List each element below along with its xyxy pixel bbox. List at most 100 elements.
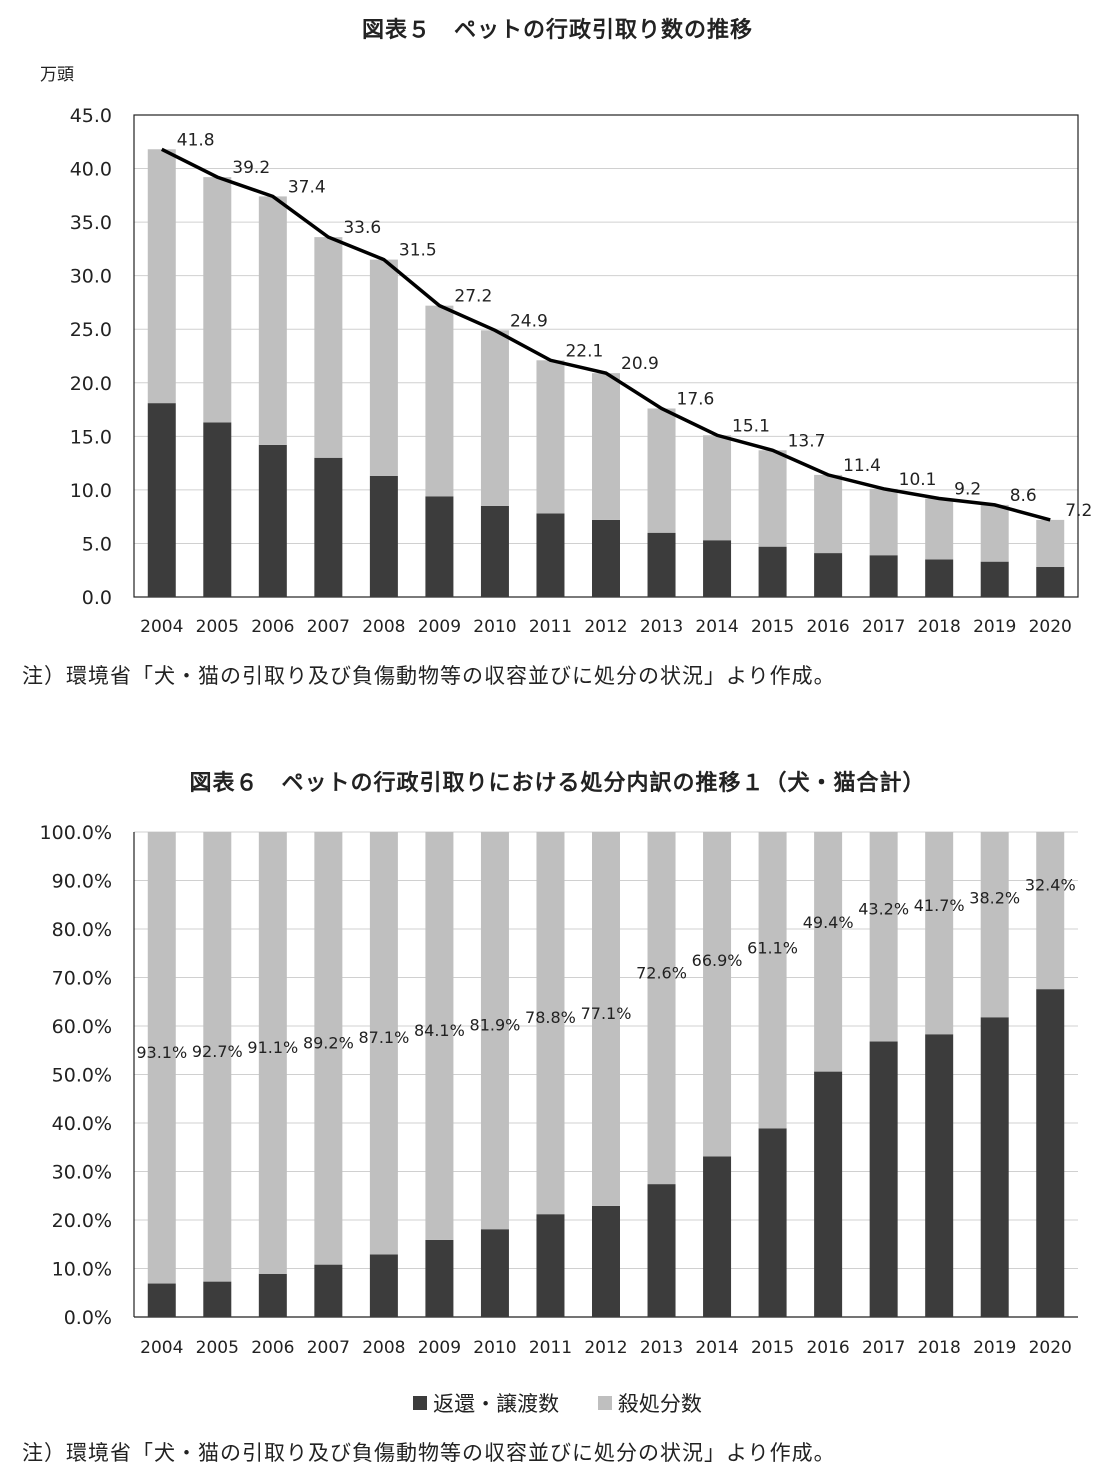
bar-segment bbox=[425, 1239, 454, 1317]
bar-segment bbox=[925, 832, 954, 1035]
data-label: 41.7% bbox=[914, 896, 965, 915]
y-tick-label: 15.0 bbox=[70, 426, 112, 448]
y-tick-label: 45.0 bbox=[70, 105, 112, 127]
bar-segment bbox=[1036, 519, 1065, 568]
data-label: 38.2% bbox=[969, 888, 1020, 907]
data-label: 27.2 bbox=[454, 287, 492, 307]
data-label: 37.4 bbox=[288, 177, 326, 197]
bar-segment bbox=[480, 832, 509, 1230]
y-tick-label: 20.0% bbox=[52, 1210, 112, 1232]
bar-segment bbox=[314, 457, 343, 597]
legend-item-return: 返還・譲渡数 bbox=[413, 1388, 559, 1418]
bar-segment bbox=[703, 832, 732, 1157]
bar-segment bbox=[425, 496, 454, 597]
bar-segment bbox=[147, 1283, 176, 1317]
x-tick-label: 2016 bbox=[806, 617, 849, 637]
bar-segment bbox=[258, 444, 287, 597]
data-label: 11.4 bbox=[843, 456, 881, 476]
bar-segment bbox=[1036, 567, 1065, 597]
bar-segment bbox=[980, 504, 1009, 562]
bar-segment bbox=[592, 832, 620, 1206]
x-tick-label: 2020 bbox=[1029, 1338, 1072, 1358]
bar-segment bbox=[147, 149, 176, 404]
data-label: 84.1% bbox=[414, 1021, 465, 1040]
x-tick-label: 2019 bbox=[973, 617, 1016, 637]
x-tick-label: 2008 bbox=[362, 617, 405, 637]
x-tick-label: 2011 bbox=[529, 1338, 572, 1358]
y-tick-label: 30.0 bbox=[70, 266, 112, 288]
data-label: 92.7% bbox=[192, 1042, 243, 1061]
data-label: 33.6 bbox=[343, 218, 381, 238]
chart5-unit-label: 万頭 bbox=[40, 65, 74, 85]
y-tick-label: 40.0% bbox=[52, 1113, 112, 1135]
bar-segment bbox=[258, 1273, 287, 1317]
x-tick-label: 2008 bbox=[362, 1338, 405, 1358]
legend-label-return: 返還・譲渡数 bbox=[433, 1392, 560, 1416]
data-label: 49.4% bbox=[803, 913, 854, 932]
total-line bbox=[160, 147, 1051, 522]
x-tick-label: 2017 bbox=[862, 1338, 905, 1358]
bar-segment bbox=[758, 1128, 787, 1317]
x-tick-label: 2020 bbox=[1029, 617, 1072, 637]
data-label: 20.9 bbox=[621, 354, 659, 374]
x-tick-label: 2005 bbox=[196, 617, 239, 637]
x-tick-label: 2013 bbox=[640, 617, 683, 637]
x-tick-label: 2015 bbox=[751, 617, 794, 637]
bar-segment bbox=[814, 1071, 843, 1317]
y-tick-label: 90.0% bbox=[52, 871, 112, 893]
y-tick-label: 0.0 bbox=[82, 587, 112, 609]
y-tick-label: 60.0% bbox=[52, 1016, 112, 1038]
bar-segment bbox=[980, 561, 1009, 597]
bar-segment bbox=[592, 1205, 620, 1317]
y-tick-label: 70.0% bbox=[52, 968, 112, 990]
bar-segment bbox=[536, 360, 565, 514]
x-tick-label: 2018 bbox=[918, 617, 961, 637]
bar-segment bbox=[980, 1017, 1009, 1317]
x-tick-label: 2004 bbox=[140, 1338, 183, 1358]
y-tick-label: 100.0% bbox=[40, 822, 112, 844]
bar-segment bbox=[758, 450, 787, 547]
bar-segment bbox=[814, 474, 843, 554]
chart6-note: 注）環境省「犬・猫の引取り及び負傷動物等の収容並びに処分の状況」より作成。 bbox=[22, 1441, 836, 1465]
y-tick-label: 80.0% bbox=[52, 919, 112, 941]
legend-swatch-dark bbox=[413, 1396, 428, 1410]
data-label: 81.9% bbox=[470, 1016, 521, 1035]
y-tick-label: 40.0 bbox=[70, 159, 112, 181]
bar-segment bbox=[536, 832, 565, 1215]
bar-segment bbox=[203, 177, 232, 423]
data-label: 41.8 bbox=[177, 130, 215, 150]
bar-segment bbox=[258, 196, 287, 445]
bar-segment bbox=[925, 1034, 954, 1317]
data-label: 77.1% bbox=[581, 1004, 632, 1023]
bar-segment bbox=[869, 832, 898, 1042]
bar-segment bbox=[258, 832, 287, 1274]
y-tick-label: 25.0 bbox=[70, 319, 112, 341]
bar-segment bbox=[703, 435, 732, 541]
bar-segment bbox=[369, 475, 398, 597]
bar-segment bbox=[369, 259, 398, 476]
x-tick-label: 2004 bbox=[140, 617, 183, 637]
data-label: 10.1 bbox=[899, 470, 937, 490]
bar-segment bbox=[980, 832, 1009, 1018]
y-tick-label: 0.0% bbox=[64, 1307, 112, 1329]
x-tick-label: 2009 bbox=[418, 617, 461, 637]
bar-segment bbox=[425, 305, 454, 497]
bar-segment bbox=[1036, 832, 1065, 990]
bar-segment bbox=[425, 832, 454, 1240]
chart6-title: 図表６ ペットの行政引取りにおける処分内訳の推移１（犬・猫合計） bbox=[189, 771, 926, 796]
bar-segment bbox=[703, 540, 732, 597]
bar-segment bbox=[147, 403, 176, 597]
bar-segment bbox=[203, 1281, 232, 1317]
chart6-legend: 返還・譲渡数 殺処分数 bbox=[0, 1388, 1115, 1418]
x-tick-label: 2019 bbox=[973, 1338, 1016, 1358]
bar-segment bbox=[536, 513, 565, 597]
x-tick-label: 2013 bbox=[640, 1338, 683, 1358]
bar-segment bbox=[369, 832, 398, 1255]
x-tick-label: 2016 bbox=[806, 1338, 849, 1358]
bar-segment bbox=[203, 422, 232, 597]
data-label: 93.1% bbox=[136, 1043, 187, 1062]
bar-segment bbox=[592, 373, 620, 520]
bar-segment bbox=[314, 1264, 343, 1317]
data-label: 13.7 bbox=[788, 431, 826, 451]
bar-segment bbox=[314, 237, 343, 458]
